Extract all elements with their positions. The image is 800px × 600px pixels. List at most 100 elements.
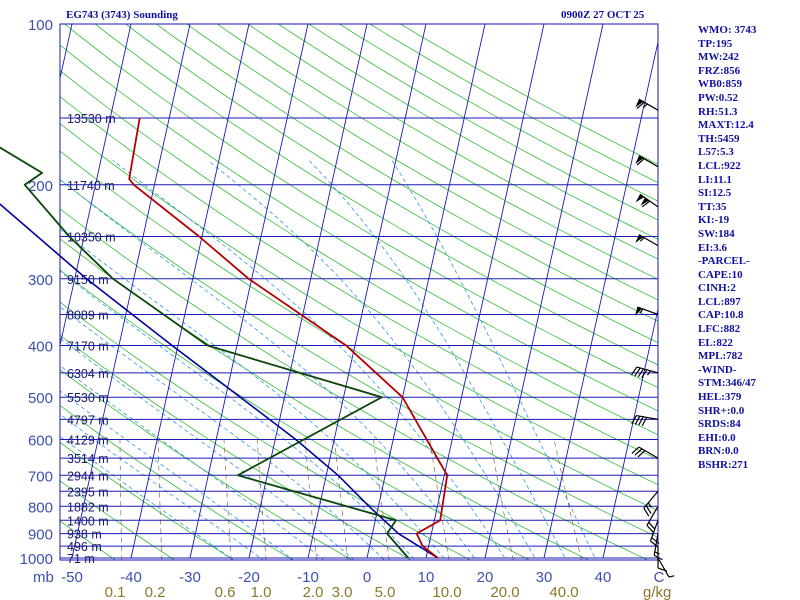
temperature-unit-label: C [654, 569, 665, 586]
index-line: TP:195 [698, 37, 733, 50]
wind-barb-half [654, 551, 660, 555]
wind-barb [649, 520, 660, 548]
index-line: WMO: 3743 [698, 24, 757, 36]
index-line: EI:3.6 [698, 241, 728, 254]
index-line: CAP:10.8 [698, 309, 744, 322]
height-label: 2944 m [67, 469, 109, 483]
index-line: LFC:882 [698, 323, 741, 336]
wind-barb-staff [649, 520, 659, 542]
temperature-tick-label: 10 [418, 569, 435, 586]
temperature-tick-label: 40 [595, 569, 612, 586]
wind-barb-full [636, 101, 645, 109]
index-line: BSHR:271 [698, 459, 749, 471]
dry-adiabat [60, 179, 658, 538]
dry-adiabat [60, 480, 176, 560]
wind-barb-full [638, 416, 644, 426]
height-label: 71 m [67, 552, 95, 566]
wind-barb-pennant [635, 234, 644, 243]
moist-adiabat [60, 413, 264, 560]
index-line: LCL:922 [698, 159, 741, 172]
wind-barb [643, 490, 659, 517]
pressure-label: 900 [28, 527, 53, 544]
height-label: 5530 m [67, 391, 109, 405]
moist-adiabat [60, 228, 446, 560]
wind-barb-staff [638, 446, 659, 459]
isotherm [425, 24, 545, 559]
isotherm [130, 24, 250, 559]
moist-adiabat [308, 160, 567, 560]
wind-barb-full [634, 448, 643, 456]
height-label: 938 m [67, 528, 102, 542]
index-line: KI:-19 [698, 214, 730, 227]
index-line: BRN:0.0 [698, 445, 739, 458]
index-line: CINH:2 [698, 282, 736, 295]
isotherm [543, 40, 658, 559]
wind-barb-full [650, 540, 659, 548]
temperature-tick-label: -40 [120, 569, 142, 586]
dry-adiabat [60, 269, 531, 560]
isotherm [0, 24, 13, 558]
moist-adiabat [207, 159, 537, 560]
index-line: FRZ:856 [698, 64, 741, 77]
pressure-label: 600 [28, 433, 53, 450]
isotherm [602, 307, 658, 559]
valid-time: 0900Z 27 OCT 25 [561, 9, 645, 21]
mixing-ratio-label: 3.0 [332, 584, 353, 600]
dry-adiabat [60, 238, 590, 560]
index-line: EL:822 [698, 336, 733, 349]
wind-barb-half [647, 370, 651, 376]
isotherm [60, 24, 132, 348]
wind-barb-full [651, 537, 660, 545]
dry-adiabat [60, 44, 658, 412]
index-line: -WIND- [698, 363, 737, 376]
pressure-label: 400 [28, 339, 53, 356]
height-label: 1400 m [67, 514, 109, 528]
wind-barb-full [636, 158, 645, 166]
mixing-ratio-label: 1.0 [251, 584, 272, 600]
wind-barb-full [641, 417, 648, 427]
pressure-label: 100 [28, 17, 53, 34]
moist-adiabat [60, 390, 295, 560]
height-label: 8089 m [67, 309, 109, 323]
mixing-ratio-line [489, 439, 514, 560]
temperature-tick-label: -20 [238, 569, 260, 586]
wind-barb-full [641, 369, 648, 379]
chart-title: EG743 (3743) Sounding [66, 9, 178, 21]
index-line: SHR+:0.0 [698, 404, 745, 417]
wind-barb [635, 306, 659, 316]
wind-barb-full [643, 507, 650, 517]
pressure-label: 1000 [20, 551, 53, 568]
pressure-unit-label: mb [33, 569, 54, 586]
temperature-tick-label: -50 [61, 569, 83, 586]
moist-adiabat [60, 306, 386, 560]
wind-barb [631, 446, 659, 459]
wind-barb-full [645, 505, 652, 514]
temperature-trace [128, 117, 449, 559]
mixing-ratio-label: 20.0 [490, 584, 519, 600]
height-label: 10350 m [67, 230, 116, 244]
index-line: LI:11.1 [698, 173, 732, 186]
mixing-ratio-label: 40.0 [549, 584, 578, 600]
height-label: 7170 m [67, 340, 109, 354]
dry-adiabat [125, 24, 658, 344]
wind-barb-full [637, 368, 645, 378]
mixing-ratio-line [304, 439, 317, 560]
wind-barb-full [637, 450, 646, 458]
temperature-tick-label: 20 [477, 569, 494, 586]
wind-barb-full [648, 521, 656, 530]
pressure-label: 700 [28, 468, 53, 485]
pressure-label: 500 [28, 390, 53, 407]
dry-adiabat [60, 334, 412, 560]
pressure-label: 300 [28, 272, 53, 289]
dry-adiabat [60, 520, 116, 560]
wind-barb-half [642, 103, 648, 108]
mixing-ratio-label: 0.6 [215, 584, 236, 600]
wind-barb-pennant [635, 99, 644, 108]
wind-barb [635, 155, 659, 168]
moist-adiabat [60, 178, 477, 560]
wind-barb [635, 193, 659, 208]
dry-adiabat [94, 24, 658, 366]
height-label: 2395 m [67, 485, 109, 499]
index-line: SRDS:84 [698, 418, 741, 431]
moist-adiabat [112, 159, 507, 560]
